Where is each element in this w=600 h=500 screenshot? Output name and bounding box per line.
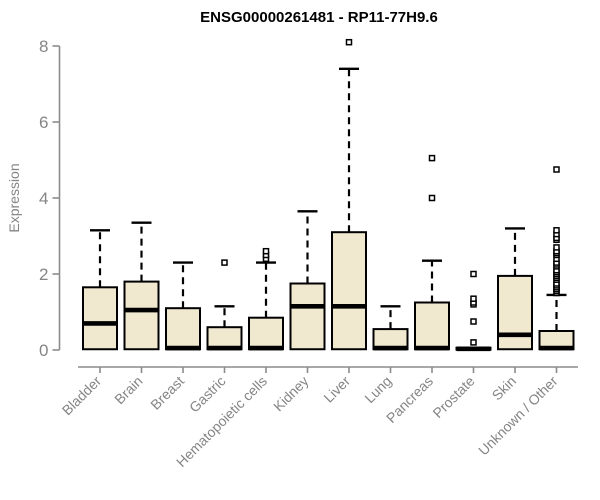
x-tick-label: Lung [361, 373, 394, 406]
chart-title: ENSG00000261481 - RP11-77H9.6 [200, 9, 438, 26]
box-group-liver [331, 38, 367, 351]
outlier-point [345, 38, 353, 46]
y-axis-title: Expression [6, 163, 22, 232]
y-tick-label: 6 [39, 113, 48, 132]
x-tick-label: Bladder [59, 373, 105, 419]
x-tick-label: Skin [489, 373, 520, 404]
box-group-pancreas [414, 154, 450, 351]
outlier-point [262, 247, 270, 255]
outlier-point [470, 295, 477, 302]
outlier-point [221, 259, 228, 266]
box-group-unknown-other [538, 166, 575, 351]
iqr-box [414, 301, 450, 351]
box-group-kidney [289, 210, 326, 351]
iqr-box [331, 231, 367, 351]
box-group-lung [372, 305, 409, 351]
iqr-box [497, 274, 533, 351]
y-tick-label: 2 [39, 265, 48, 284]
x-tick-label: Prostate [429, 373, 477, 421]
iqr-box [289, 282, 326, 351]
iqr-box [82, 286, 118, 351]
box-group-skin [497, 227, 533, 351]
x-tick-label: Breast [147, 373, 187, 413]
box-group-hematopoietic-cells [248, 247, 284, 351]
box-group-breast [165, 261, 201, 351]
outlier-point [428, 194, 436, 202]
y-axis: 0 2 4 6 8 [39, 37, 61, 360]
box-group-prostate [455, 270, 492, 352]
plot-area: 0 2 4 6 8 Bladder Brain BreastGastricHematopoie… [39, 37, 578, 470]
iqr-box [248, 316, 284, 351]
box-group-gastric [206, 259, 243, 351]
x-tick-label: Brain [111, 373, 145, 407]
outlier-point [470, 339, 477, 346]
outlier-point [470, 318, 477, 325]
outlier-point [428, 154, 436, 162]
box-group-brain [123, 221, 160, 351]
iqr-box [165, 307, 201, 351]
box-group-bladder [82, 229, 118, 351]
outlier-point [470, 270, 477, 278]
y-tick-label: 4 [39, 189, 48, 208]
y-tick-label: 0 [39, 341, 48, 360]
y-tick-label: 8 [39, 37, 48, 56]
outlier-point [553, 244, 560, 251]
outlier-point [553, 166, 560, 173]
x-tick-label: Unknown / Other [475, 373, 561, 459]
iqr-box [123, 280, 160, 351]
x-tick-label: Liver [320, 373, 353, 406]
outlier-point [553, 227, 560, 234]
x-tick-label: Kidney [270, 373, 312, 415]
